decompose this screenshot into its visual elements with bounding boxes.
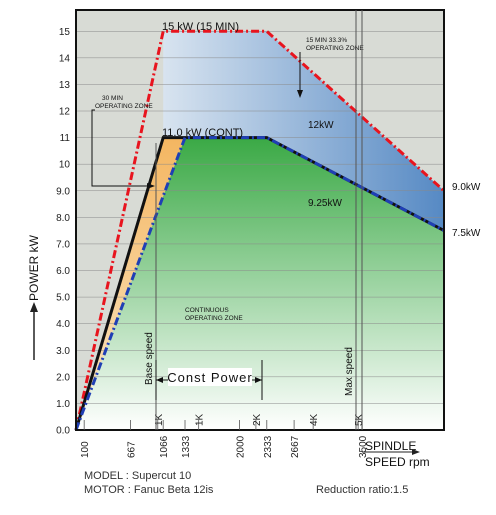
y-tick-label: 13 bbox=[59, 80, 71, 91]
label-925kw: 9.25kW bbox=[308, 198, 342, 209]
label-11kw-cont: 11.0 kW (CONT) bbox=[162, 127, 243, 139]
grid bbox=[76, 31, 444, 431]
zone-continuous-label-1: CONTINUOUS bbox=[185, 307, 229, 314]
footer-model: MODEL : Supercut 10 bbox=[84, 470, 192, 482]
y-tick-label: 15 bbox=[59, 27, 71, 38]
x-tick-label: 667 bbox=[127, 441, 138, 458]
zone-15min-label-2: OPERATING ZONE bbox=[306, 45, 364, 52]
y-tick-label: 2.0 bbox=[56, 372, 70, 383]
y-tick-label: 12 bbox=[59, 107, 71, 118]
y-tick-label: 5.0 bbox=[56, 293, 70, 304]
label-90kw: 9.0kW bbox=[452, 182, 481, 193]
max-speed-label: Max speed bbox=[344, 347, 355, 396]
x-tick-label: 3500 bbox=[358, 435, 369, 458]
y-tick-label: 0.0 bbox=[56, 426, 70, 437]
label-75kw: 7.5kW bbox=[452, 228, 481, 239]
zone-30min-label-1: 30 MIN bbox=[102, 95, 123, 102]
plot-border bbox=[75, 9, 445, 431]
zone-15min-pointer-head bbox=[297, 90, 303, 98]
y-tick-label: 6.0 bbox=[56, 266, 70, 277]
x-tick-label: 2667 bbox=[290, 435, 301, 458]
x-tick-label: 1333 bbox=[181, 435, 192, 458]
y-axis-arrowhead bbox=[30, 302, 38, 312]
y-tick-label: 14 bbox=[59, 53, 71, 64]
x-axis-arrowhead bbox=[412, 449, 420, 455]
series-blue-limit bbox=[74, 136, 445, 431]
x-tick-label: 1066 bbox=[159, 435, 170, 458]
zone-30min-label-2: OPERATING ZONE bbox=[95, 103, 153, 110]
footer-motor: MOTOR : Fanuc Beta 12is bbox=[84, 484, 214, 496]
label-12kw: 12kW bbox=[308, 120, 334, 131]
y-tick-label: 10 bbox=[59, 160, 71, 171]
const-power-label-bg bbox=[168, 368, 252, 386]
x-tick-label: 2000 bbox=[236, 435, 247, 458]
zone-15min bbox=[163, 31, 444, 231]
y-tick-label: 4.0 bbox=[56, 319, 70, 330]
y-tick-label: 7.0 bbox=[56, 239, 70, 250]
x-tick-label: 2333 bbox=[263, 435, 274, 458]
x-tick-label: 5K bbox=[354, 413, 365, 426]
x-tick-label: 1K bbox=[195, 413, 206, 426]
x-tick-label: 1K bbox=[154, 413, 165, 426]
zone-30min-pointer-head bbox=[147, 183, 155, 189]
y-tick-label: 9.0 bbox=[56, 186, 70, 197]
label-15kw-15min: 15 kW (15 MIN) bbox=[162, 21, 239, 33]
const-power-label: Const Power bbox=[167, 370, 252, 385]
const-power-arrowhead-left bbox=[156, 377, 163, 383]
zone-30min-pointer bbox=[91, 109, 150, 187]
zone-continuous-label-2: OPERATING ZONE bbox=[185, 315, 243, 322]
x-tick-label: 2K bbox=[252, 413, 263, 426]
zone-continuous bbox=[76, 137, 444, 430]
zone-15min-label-1: 15 MIN 33.3% bbox=[306, 37, 347, 44]
y-tick-label: 8.0 bbox=[56, 213, 70, 224]
const-power-arrowhead-right bbox=[255, 377, 262, 383]
x-tick-label: 100 bbox=[80, 441, 91, 458]
x-axis-label-line1: SPINDLE bbox=[365, 439, 416, 453]
x-tick-label: 4K bbox=[309, 413, 320, 426]
y-axis-ticks: 0.0 1.0 2.0 3.0 4.0 5.0 6.0 7.0 8.0 9.0 10 11 12 13 14… bbox=[56, 27, 70, 437]
series-15kw-15min bbox=[74, 29, 446, 431]
x-axis-label-line2: SPEED rpm bbox=[365, 455, 430, 469]
y-tick-label: 11 bbox=[60, 133, 71, 144]
y-tick-label: 3.0 bbox=[56, 346, 70, 357]
y-axis-label: POWER kW bbox=[27, 234, 41, 301]
footer-ratio: Reduction ratio:1.5 bbox=[316, 484, 409, 496]
y-tick-label: 1.0 bbox=[56, 399, 70, 410]
base-speed-label: Base speed bbox=[144, 332, 155, 385]
